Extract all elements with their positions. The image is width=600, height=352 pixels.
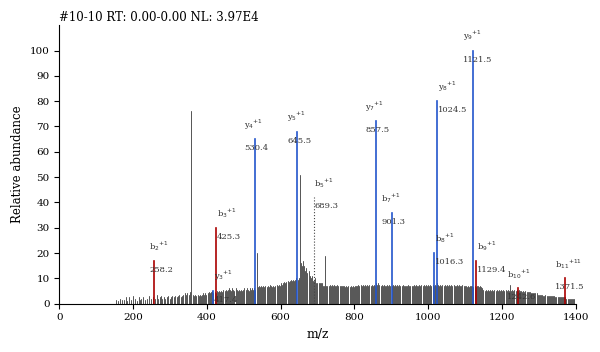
Text: y$_3$$^{+1}$: y$_3$$^{+1}$ xyxy=(214,269,233,283)
Text: b$_3$$^{+1}$: b$_3$$^{+1}$ xyxy=(217,206,236,220)
Text: b$_2$$^{+1}$: b$_2$$^{+1}$ xyxy=(149,239,169,253)
Text: y$_5$$^{+1}$: y$_5$$^{+1}$ xyxy=(287,109,306,124)
Text: y$_8$$^{+1}$: y$_8$$^{+1}$ xyxy=(438,79,457,94)
Text: b$_9$$^{+1}$: b$_9$$^{+1}$ xyxy=(476,239,496,253)
Text: 530.4: 530.4 xyxy=(244,144,268,152)
Text: #10-10 RT: 0.00-0.00 NL: 3.97E4: #10-10 RT: 0.00-0.00 NL: 3.97E4 xyxy=(59,11,259,24)
Text: 1242.6: 1242.6 xyxy=(507,294,536,302)
Text: b$_{11}$$^{+11}$: b$_{11}$$^{+11}$ xyxy=(555,257,582,271)
Text: y$_4$$^{+1}$: y$_4$$^{+1}$ xyxy=(244,117,263,132)
Text: b$_{10}$$^{+1}$: b$_{10}$$^{+1}$ xyxy=(507,267,530,281)
Text: b$_8$$^{+1}$: b$_8$$^{+1}$ xyxy=(435,232,454,245)
Text: 417.4: 417.4 xyxy=(214,296,238,304)
Text: 857.5: 857.5 xyxy=(365,126,389,134)
Text: 901.3: 901.3 xyxy=(382,218,406,226)
Text: y$_9$$^{+1}$: y$_9$$^{+1}$ xyxy=(463,29,482,43)
Text: 1016.3: 1016.3 xyxy=(435,258,464,266)
Text: 425.3: 425.3 xyxy=(217,233,241,241)
Text: 1371.5: 1371.5 xyxy=(555,283,584,291)
Text: 1121.5: 1121.5 xyxy=(463,56,492,64)
X-axis label: m/z: m/z xyxy=(306,328,329,341)
Text: b$_7$$^{+1}$: b$_7$$^{+1}$ xyxy=(382,191,401,205)
Y-axis label: Relative abundance: Relative abundance xyxy=(11,106,24,223)
Text: y$_7$$^{+1}$: y$_7$$^{+1}$ xyxy=(365,99,384,114)
Text: 1024.5: 1024.5 xyxy=(438,106,467,114)
Text: 689.3: 689.3 xyxy=(314,202,338,210)
Text: 645.5: 645.5 xyxy=(287,137,311,145)
Text: 1129.4: 1129.4 xyxy=(476,266,506,274)
Text: 258.2: 258.2 xyxy=(149,266,173,274)
Text: b$_5$$^{+1}$: b$_5$$^{+1}$ xyxy=(314,176,334,190)
